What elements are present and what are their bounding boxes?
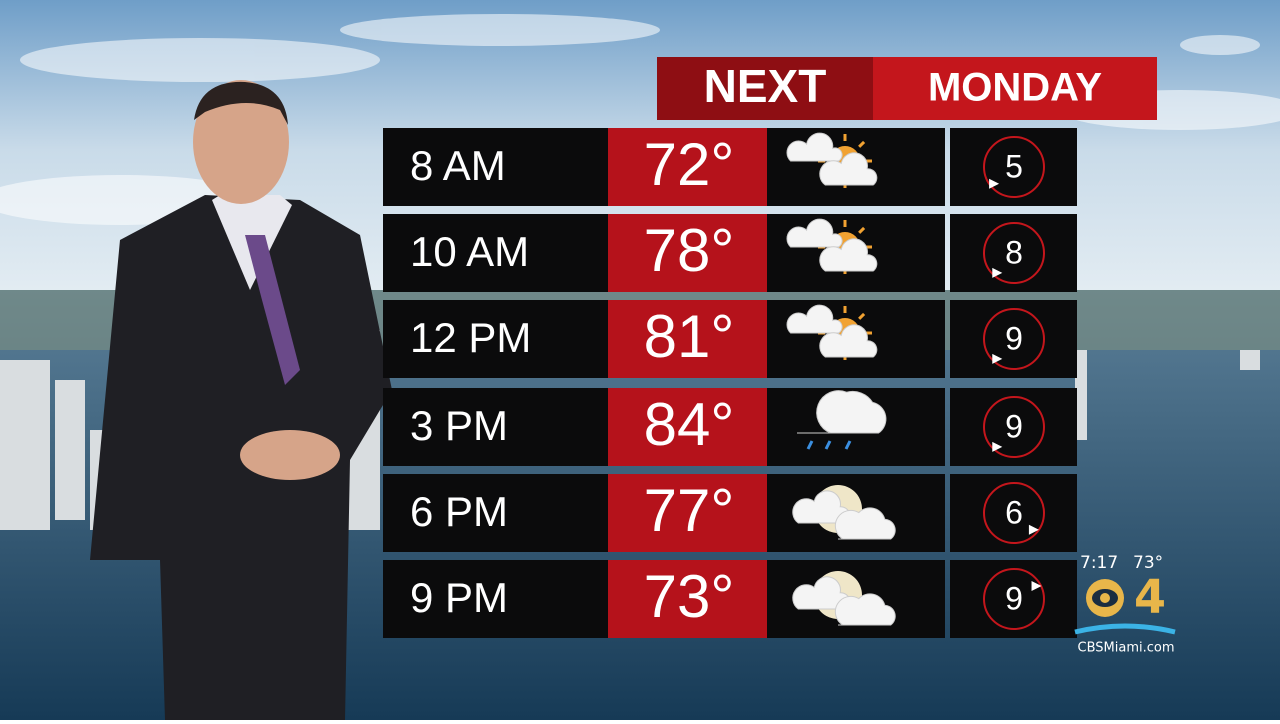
time-cell — [383, 214, 608, 292]
uv-marker — [992, 267, 1003, 278]
time: 12 PM — [410, 314, 531, 361]
time: 3 PM — [410, 402, 508, 449]
sun-ray — [858, 312, 866, 320]
uv-ring — [983, 136, 1045, 198]
uv-ring — [983, 222, 1045, 284]
cloud — [819, 324, 878, 358]
time: 10 AM — [410, 228, 529, 275]
uv-cell — [950, 300, 1077, 378]
bug-time: 7:17 — [1080, 553, 1118, 573]
cloud — [834, 507, 896, 540]
uv-index: 5 — [1005, 148, 1023, 184]
cloud — [786, 218, 843, 248]
rain-drop — [824, 440, 832, 450]
time-cell — [383, 474, 608, 552]
forecast-row: 10 AM 78° 8 — [383, 214, 1077, 292]
day: MONDAY — [928, 66, 1102, 110]
bug-temp: 73° — [1133, 553, 1163, 573]
day-box — [873, 57, 1157, 120]
uv-cell — [950, 388, 1077, 466]
temperature: 77° — [644, 477, 735, 544]
time-cell — [383, 300, 608, 378]
cloud — [797, 390, 887, 434]
weather-icon — [786, 132, 878, 188]
forecast-row: 6 PM 77° 6 — [383, 474, 1077, 552]
cloud — [819, 238, 878, 272]
uv-ring — [983, 568, 1045, 630]
weather-icon — [792, 571, 896, 626]
uv-marker — [1028, 524, 1039, 535]
time: 8 AM — [410, 142, 506, 189]
cloud — [786, 304, 843, 334]
temperature: 73° — [644, 563, 735, 630]
sun-ray — [858, 140, 866, 148]
temp-cell — [608, 128, 767, 206]
uv-cell — [950, 474, 1077, 552]
time-cell — [383, 388, 608, 466]
temperature: 72° — [644, 131, 735, 198]
uv-index: 9 — [1005, 580, 1023, 616]
cloud — [834, 593, 896, 626]
uv-ring — [983, 308, 1045, 370]
weather-icon — [797, 390, 887, 450]
uv-marker — [989, 178, 1000, 189]
time: 6 PM — [410, 488, 508, 535]
uv-cell — [950, 128, 1077, 206]
temp-cell — [608, 560, 767, 638]
forecast-row: 9 PM 73° 9 — [383, 560, 1077, 638]
forecast-row: 12 PM 81° 9 — [383, 300, 1077, 378]
weather-icon — [792, 485, 896, 540]
uv-ring — [983, 482, 1045, 544]
brand: NEXT — [704, 60, 827, 112]
uv-ring — [983, 396, 1045, 458]
uv-cell — [950, 560, 1077, 638]
time-cell — [383, 128, 608, 206]
uv-index: 8 — [1005, 234, 1023, 270]
uv-index: 9 — [1005, 320, 1023, 356]
temp-cell — [608, 300, 767, 378]
uv-index: 9 — [1005, 408, 1023, 444]
temp-cell — [608, 474, 767, 552]
channel: 4 — [1134, 570, 1166, 624]
cbs-pupil — [1100, 593, 1110, 603]
temperature: 81° — [644, 303, 735, 370]
sun-ray — [858, 226, 866, 234]
forecast-row: 8 AM 72° 5 — [383, 128, 1077, 206]
uv-marker — [1031, 581, 1042, 591]
station-bug: 7:17 73° 4 CBSMiami.com — [1074, 553, 1176, 656]
uv-cell — [950, 214, 1077, 292]
uv-marker — [992, 353, 1003, 364]
temperature: 78° — [644, 217, 735, 284]
temp-cell — [608, 214, 767, 292]
brand-box — [657, 57, 873, 120]
rain-drop — [844, 440, 852, 450]
cloud — [819, 152, 878, 186]
temp-cell — [608, 388, 767, 466]
weather-icon — [786, 304, 878, 360]
rain-drop — [806, 440, 814, 450]
uv-index: 6 — [1005, 494, 1023, 530]
weather-icon — [786, 218, 878, 274]
bug-wave — [1074, 623, 1176, 635]
forecast-board: NEXT MONDAY 8 AM 72° 510 AM 78° 812 PM 81° 93 … — [383, 57, 1157, 638]
presenter — [90, 80, 392, 720]
forecast-row: 3 PM 84° 9 — [383, 388, 1077, 466]
site: CBSMiami.com — [1078, 641, 1175, 656]
uv-marker — [992, 441, 1003, 452]
cloud — [786, 132, 843, 162]
time: 9 PM — [410, 574, 508, 621]
temperature: 84° — [644, 391, 735, 458]
time-cell — [383, 560, 608, 638]
